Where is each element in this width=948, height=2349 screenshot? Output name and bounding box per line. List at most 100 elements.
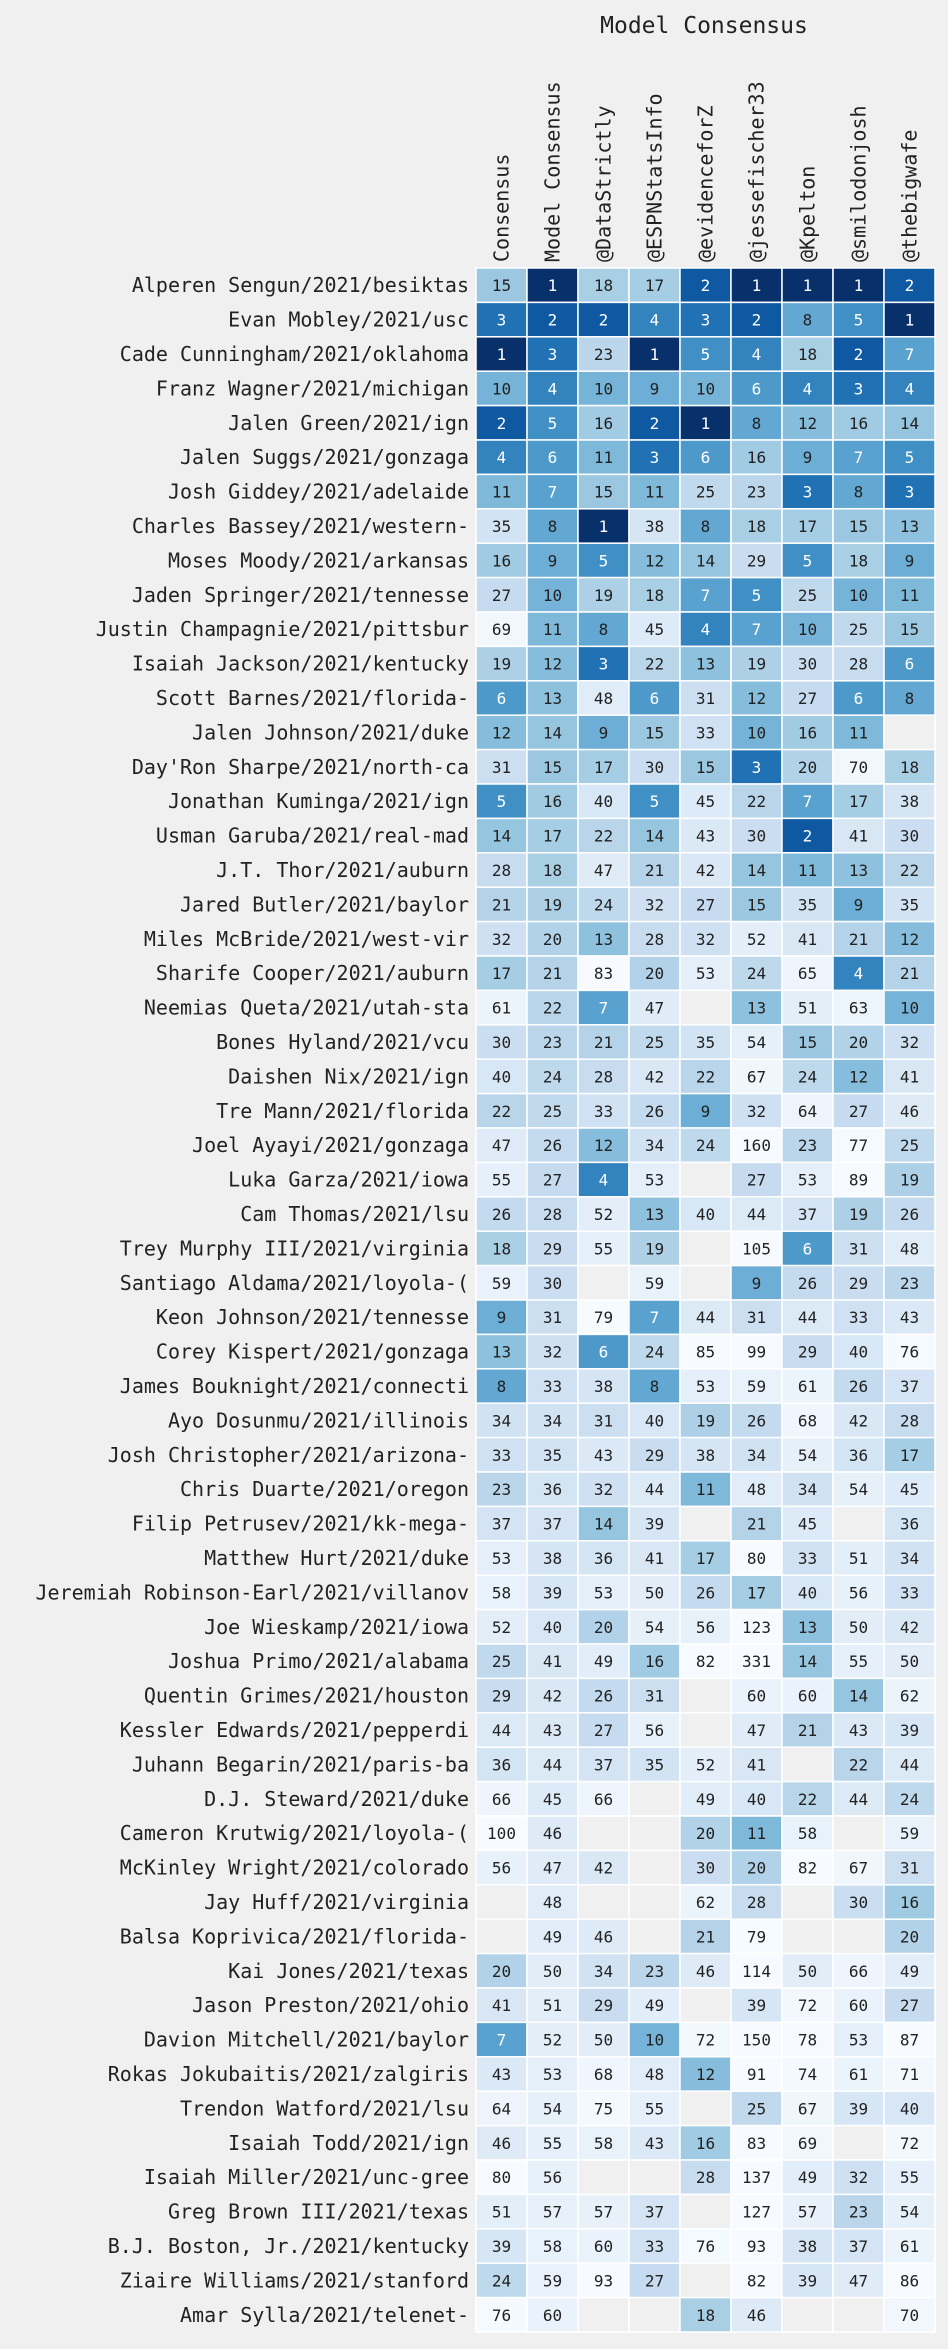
row-label: Miles McBride/2021/west-vir bbox=[144, 927, 469, 951]
cell-value: 20 bbox=[798, 758, 817, 777]
heatmap-cell bbox=[475, 1574, 528, 1611]
cell-value: 5 bbox=[650, 792, 660, 811]
cell-value: 12 bbox=[543, 655, 562, 674]
heatmap-cell bbox=[526, 748, 579, 785]
cell-value: 44 bbox=[696, 1308, 715, 1327]
cell-value: 5 bbox=[752, 586, 762, 605]
cell-value: 11 bbox=[543, 620, 562, 639]
cell-value: 24 bbox=[594, 895, 613, 914]
cell-value: 25 bbox=[696, 483, 715, 502]
cell-value: 14 bbox=[849, 1687, 868, 1706]
cell-value: 49 bbox=[696, 1790, 715, 1809]
cell-value: 13 bbox=[645, 1205, 664, 1224]
cell-value: 24 bbox=[696, 1136, 715, 1155]
cell-value: 4 bbox=[548, 379, 558, 398]
heatmap-cell bbox=[628, 1815, 681, 1852]
row-label: Cameron Krutwig/2021/loyola-( bbox=[120, 1821, 469, 1845]
cell-value: 31 bbox=[696, 689, 715, 708]
cell-value: 37 bbox=[594, 1755, 613, 1774]
row-label: Neemias Queta/2021/utah-sta bbox=[144, 996, 469, 1020]
heatmap-cell bbox=[832, 1505, 885, 1542]
heatmap-cell bbox=[883, 370, 936, 407]
column-labels: Consensus Model Consensus @DataStrictly @ES… bbox=[490, 81, 922, 262]
cell-value: 24 bbox=[645, 1343, 664, 1362]
heatmap-cell bbox=[628, 1780, 681, 1817]
heatmap-cell bbox=[628, 1608, 681, 1645]
cell-value: 5 bbox=[599, 551, 609, 570]
cell-value: 27 bbox=[900, 1996, 919, 2015]
cell-value: 48 bbox=[747, 1480, 766, 1499]
cell-value: 49 bbox=[645, 1996, 664, 2015]
cell-value: 15 bbox=[543, 758, 562, 777]
cell-value: 23 bbox=[543, 1033, 562, 1052]
cell-value: 14 bbox=[645, 827, 664, 846]
heatmap-cell bbox=[832, 680, 885, 716]
cell-value: 42 bbox=[543, 1687, 562, 1706]
cell-value: 17 bbox=[492, 964, 511, 983]
cell-value: 9 bbox=[905, 551, 915, 570]
row-label: Cam Thomas/2021/lsu bbox=[240, 1202, 469, 1226]
cell-value: 49 bbox=[798, 2168, 817, 2187]
heatmap-cell bbox=[730, 2296, 783, 2333]
heatmap-cell bbox=[577, 989, 630, 1026]
cell-value: 12 bbox=[900, 930, 919, 949]
cell-value: 44 bbox=[900, 1755, 919, 1774]
cell-value: 42 bbox=[849, 1411, 868, 1430]
cell-value: 22 bbox=[543, 999, 562, 1018]
cell-value: 32 bbox=[645, 895, 664, 914]
heatmap-cell bbox=[781, 1402, 834, 1439]
cell-value: 25 bbox=[747, 2099, 766, 2118]
heatmap-cell bbox=[628, 1746, 681, 1783]
cell-value: 12 bbox=[594, 1136, 613, 1155]
cell-value: 85 bbox=[696, 1343, 715, 1362]
cell-value: 23 bbox=[594, 345, 613, 364]
cell-value: 80 bbox=[747, 1549, 766, 1568]
heatmap-cell bbox=[832, 2193, 885, 2230]
heatmap-cell bbox=[883, 439, 936, 476]
cell-value: 1 bbox=[854, 276, 864, 295]
heatmap-cell bbox=[883, 955, 936, 992]
cell-value: 60 bbox=[849, 1996, 868, 2015]
heatmap-cell bbox=[730, 404, 783, 441]
cell-value: 55 bbox=[849, 1652, 868, 1671]
row-label: Cade Cunningham/2021/oklahoma bbox=[120, 342, 469, 366]
cell-value: 13 bbox=[747, 999, 766, 1018]
cell-value: 48 bbox=[543, 1893, 562, 1912]
cell-value: 58 bbox=[798, 1824, 817, 1843]
cell-value: 27 bbox=[747, 1171, 766, 1190]
row-label: Daishen Nix/2021/ign bbox=[228, 1064, 469, 1088]
cell-value: 17 bbox=[900, 1446, 919, 1465]
heatmap-cell bbox=[475, 1918, 528, 1955]
cell-value: 51 bbox=[543, 1996, 562, 2015]
cell-value: 32 bbox=[849, 2168, 868, 2187]
row-label: Ziaire Williams/2021/stanford bbox=[120, 2268, 469, 2292]
cell-value: 9 bbox=[548, 551, 558, 570]
heatmap-cell bbox=[730, 2124, 783, 2161]
cell-value: 86 bbox=[900, 2271, 919, 2290]
heatmap-cell bbox=[883, 2021, 936, 2058]
cell-value: 30 bbox=[798, 655, 817, 674]
cell-value: 32 bbox=[696, 930, 715, 949]
heatmap-cell bbox=[679, 439, 732, 476]
heatmap-cell bbox=[781, 2262, 834, 2299]
cell-value: 14 bbox=[900, 414, 919, 433]
cell-value: 32 bbox=[747, 1102, 766, 1121]
cell-value: 53 bbox=[798, 1171, 817, 1190]
cell-value: 8 bbox=[803, 311, 813, 330]
row-label: Luka Garza/2021/iowa bbox=[228, 1168, 469, 1192]
cell-value: 40 bbox=[696, 1205, 715, 1224]
cell-value: 23 bbox=[492, 1480, 511, 1499]
heatmap-cell bbox=[883, 336, 936, 372]
heatmap-cell bbox=[679, 1746, 732, 1783]
cell-value: 62 bbox=[696, 1893, 715, 1912]
heatmap-cell bbox=[526, 2021, 579, 2058]
row-label: B.J. Boston, Jr./2021/kentucky bbox=[108, 2234, 469, 2258]
heatmap-cell bbox=[679, 2193, 732, 2230]
heatmap-cell bbox=[628, 370, 681, 407]
heatmap-cell bbox=[781, 576, 834, 613]
row-label: Tre Mann/2021/florida bbox=[216, 1099, 469, 1123]
cell-value: 22 bbox=[849, 1755, 868, 1774]
cell-value: 6 bbox=[548, 448, 558, 467]
cell-value: 16 bbox=[543, 792, 562, 811]
row-label: Charles Bassey/2021/western- bbox=[132, 514, 469, 538]
